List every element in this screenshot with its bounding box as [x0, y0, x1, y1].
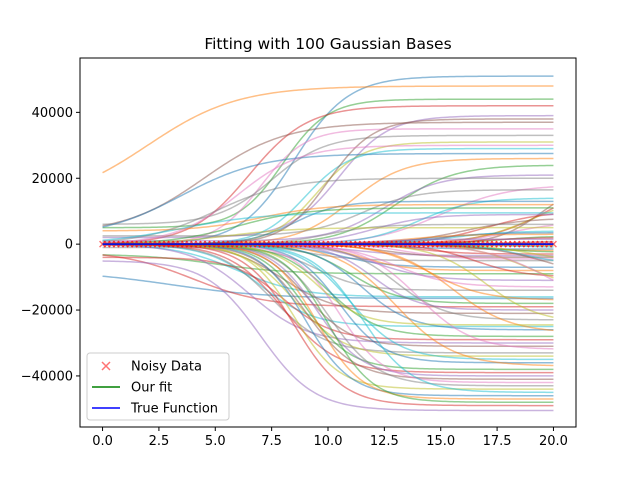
- axes: 0.0 2.5 5.0 7.5 10.0 12.5 15.0 17.5 20.0 −40000 −2…: [21, 106, 568, 449]
- noisy-data-point: [549, 240, 557, 248]
- x-tick-label: 17.5: [483, 434, 512, 449]
- y-tick-label: −40000: [21, 369, 73, 384]
- legend-label-true-function: True Function: [130, 402, 218, 417]
- x-tick-label: 5.0: [205, 434, 226, 449]
- basis-curve: [102, 152, 554, 228]
- basis-curve: [102, 177, 554, 243]
- plot-area: [99, 75, 557, 412]
- y-tick-label: 0: [65, 238, 73, 253]
- legend-marker-noisy-data: [101, 361, 111, 371]
- basis-curve: [102, 134, 554, 225]
- chart-title: Fitting with 100 Gaussian Bases: [204, 35, 451, 53]
- x-tick-label: 12.5: [370, 434, 399, 449]
- basis-curve: [102, 260, 554, 412]
- basis-curve: [102, 207, 554, 245]
- x-tick-label: 20.0: [539, 434, 568, 449]
- x-tick-label: 0.0: [92, 434, 113, 449]
- basis-curve: [102, 189, 554, 237]
- x-tick-label: 10.0: [314, 434, 343, 449]
- basis-curve: [102, 121, 554, 227]
- basis-curve: [102, 105, 554, 244]
- x-tick-label: 15.0: [426, 434, 455, 449]
- legend-box: [86, 352, 230, 421]
- y-tick-label: 40000: [32, 106, 73, 121]
- basis-curve: [102, 144, 554, 244]
- y-tick-label: 20000: [32, 172, 73, 187]
- legend: Noisy Data Our fit True Function: [86, 352, 230, 421]
- basis-curve: [102, 114, 554, 239]
- legend-label-noisy-data: Noisy Data: [131, 360, 202, 375]
- x-tick-label: 7.5: [261, 434, 282, 449]
- y-tick-label: −20000: [21, 304, 73, 319]
- legend-label-our-fit: Our fit: [131, 381, 172, 396]
- basis-curve: [102, 85, 554, 174]
- basis-curve: [102, 212, 554, 241]
- x-tick-label: 2.5: [149, 434, 170, 449]
